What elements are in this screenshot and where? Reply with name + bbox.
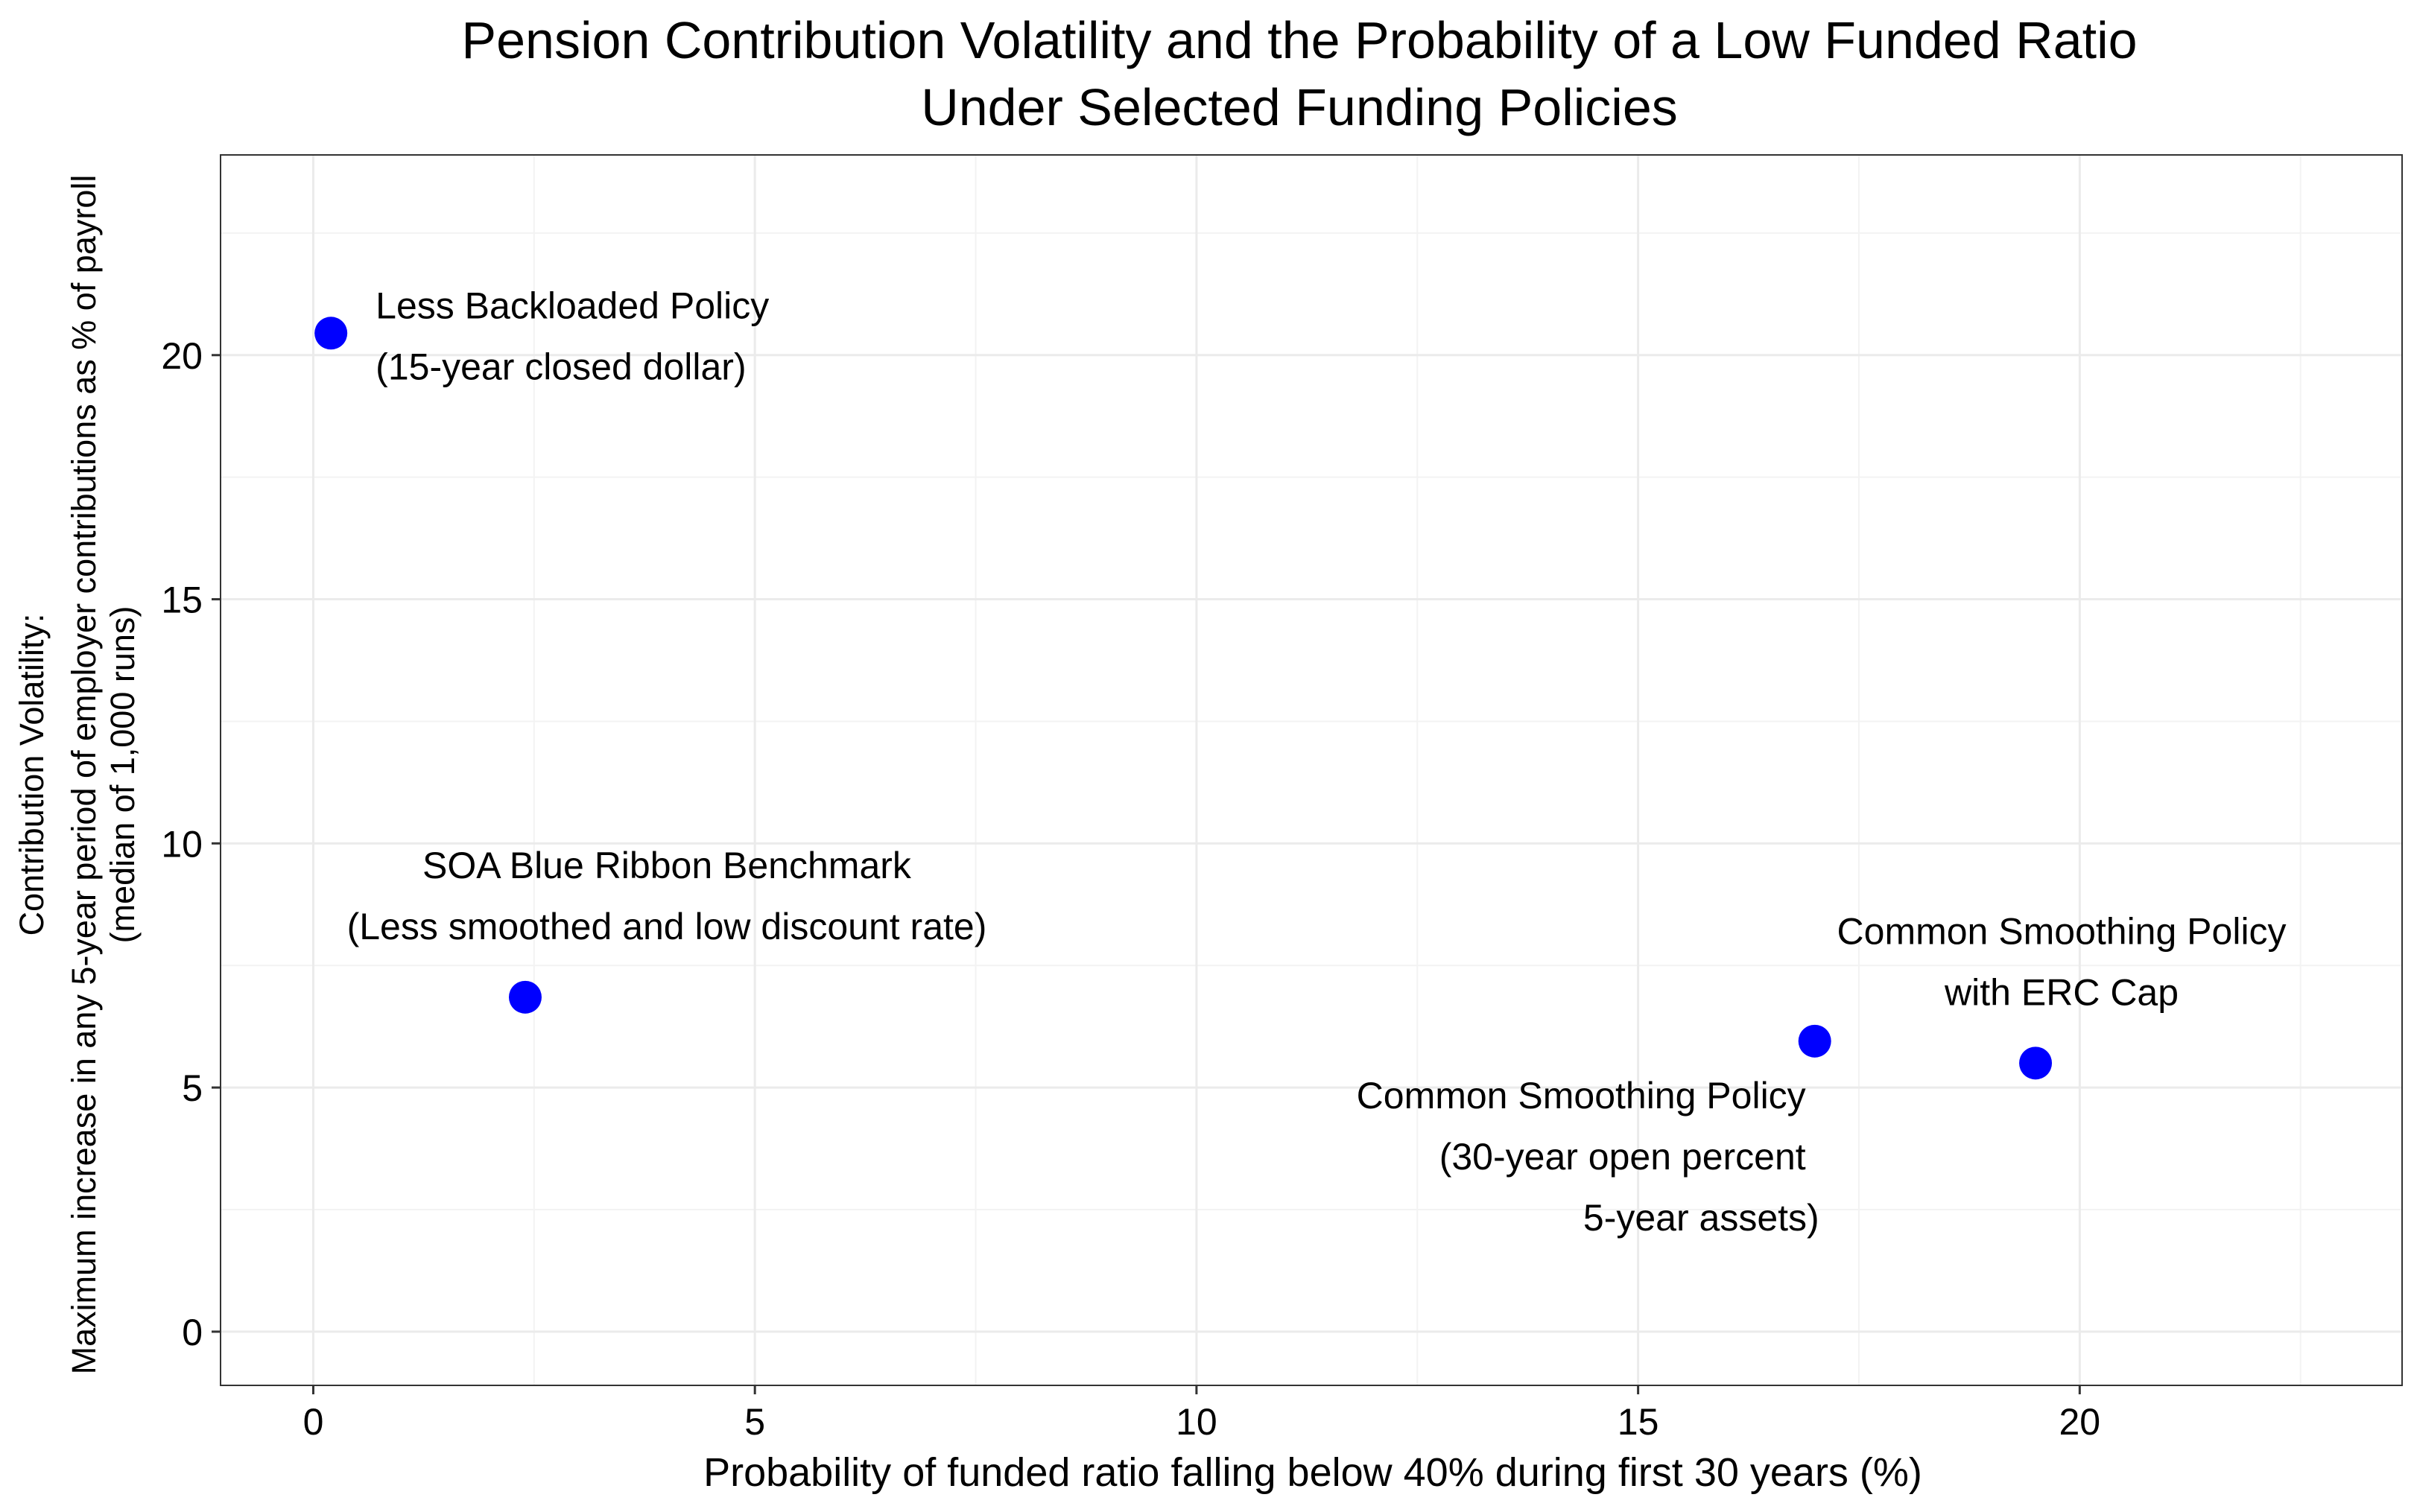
point-label: Common Smoothing Policy [1357, 1075, 1806, 1116]
data-point [508, 980, 542, 1014]
x-tick-label: 15 [1618, 1401, 1659, 1443]
axis-ticks: 0 5 10 15 20 0 5 10 15 20 [161, 335, 2100, 1443]
data-point [1798, 1024, 1831, 1058]
x-tick-label: 10 [1176, 1401, 1217, 1443]
x-axis-label: Probability of funded ratio falling belo… [703, 1450, 1922, 1495]
y-tick-label: 0 [182, 1312, 203, 1353]
y-tick-label: 10 [161, 823, 203, 865]
y-axis-label-line-1: Contribution Volatility: [13, 614, 51, 936]
data-point [314, 317, 348, 350]
point-label: with ERC Cap [1944, 971, 2179, 1013]
y-axis-label-line-2: Maximum increase in any 5-year period of… [65, 175, 103, 1375]
y-tick-label: 15 [161, 579, 203, 621]
chart-title: Pension Contribution Volatility and the … [461, 11, 2137, 69]
point-label: SOA Blue Ribbon Benchmark [422, 845, 912, 886]
chart-subtitle: Under Selected Funding Policies [921, 78, 1678, 136]
gridlines [221, 155, 2402, 1385]
point-label: Common Smoothing Policy [1837, 910, 2287, 952]
x-tick-label: 5 [744, 1401, 765, 1443]
y-tick-label: 5 [182, 1067, 203, 1109]
point-annotations: Less Backloaded Policy (15-year closed do… [347, 285, 2287, 1239]
point-label: (30-year open percent [1439, 1136, 1806, 1178]
x-tick-label: 20 [2059, 1401, 2101, 1443]
data-points [314, 317, 2053, 1080]
point-label: (15-year closed dollar) [376, 346, 746, 387]
y-axis-label-line-3: (median of 1,000 runs) [104, 606, 142, 944]
y-tick-label: 20 [161, 335, 203, 377]
x-tick-label: 0 [303, 1401, 324, 1443]
point-label: (Less smoothed and low discount rate) [347, 906, 987, 947]
point-label: Less Backloaded Policy [376, 285, 769, 326]
point-label: 5-year assets) [1583, 1197, 1819, 1239]
data-point [2019, 1046, 2053, 1080]
plot-panel-border [220, 154, 2403, 1386]
